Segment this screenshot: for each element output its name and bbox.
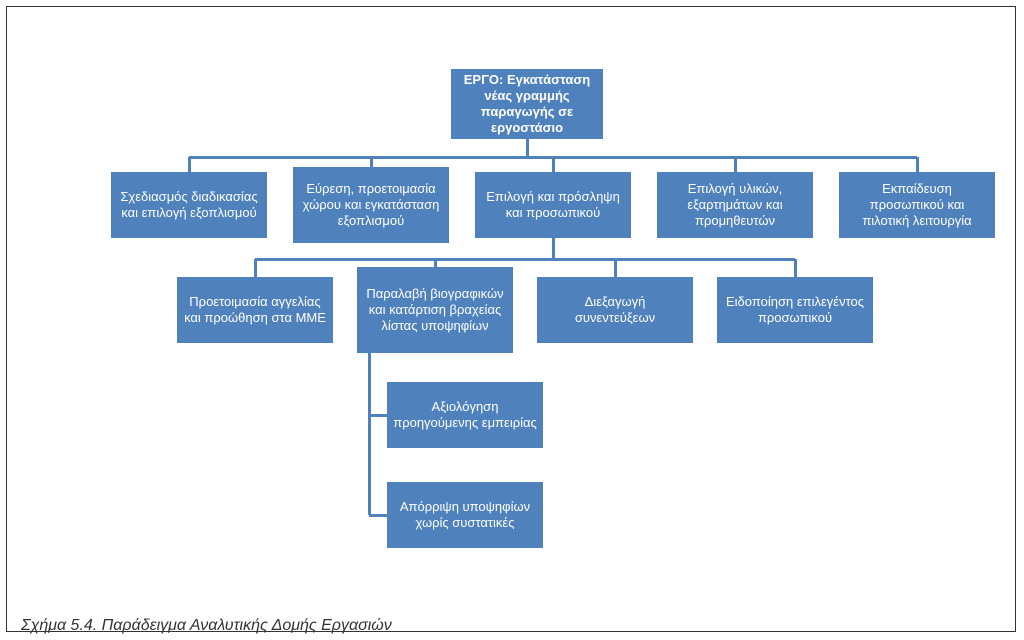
connector-v	[434, 259, 437, 267]
node-l2b: Παραλαβή βιογραφικών και κατάρτιση βραχε…	[357, 267, 513, 353]
connector-h	[369, 414, 387, 417]
connector-v	[254, 259, 257, 277]
connector-h	[369, 514, 387, 517]
connector-v	[188, 157, 191, 172]
connector-v	[916, 157, 919, 172]
node-l2c: Διεξαγωγή συνεντεύξεων	[537, 277, 693, 343]
connector-v	[370, 157, 373, 167]
node-l1b: Εύρεση, προετοιμασία χώρου και εγκατάστα…	[293, 167, 449, 243]
connector-v	[526, 139, 529, 157]
node-l1d: Επιλογή υλικών, εξαρτημάτων και προμηθευ…	[657, 172, 813, 238]
node-l1e: Εκπαίδευση προσωπικού και πιλοτική λειτο…	[839, 172, 995, 238]
connector-h	[255, 258, 795, 261]
node-l1a: Σχεδιασμός διαδικασίας και επιλογή εξοπλ…	[111, 172, 267, 238]
connector-v	[794, 259, 797, 277]
node-l3a: Αξιολόγηση προηγούμενης εμπειρίας	[387, 382, 543, 448]
connector-v	[614, 259, 617, 277]
figure-caption: Σχήμα 5.4. Παράδειγμα Αναλυτικής Δομής Ε…	[21, 617, 392, 635]
node-l1c: Επιλογή και πρόσληψη και προσωπικού	[475, 172, 631, 238]
node-l2d: Ειδοποίηση επιλεγέντος προσωπικού	[717, 277, 873, 343]
node-l2a: Προετοιμασία αγγελίας και προώθηση στα Μ…	[177, 277, 333, 343]
connector-v	[734, 157, 737, 172]
node-l3b: Απόρριψη υποψηφίων χωρίς συστατικές	[387, 482, 543, 548]
connector-v	[552, 157, 555, 172]
node-root: ΕΡΓΟ: Εγκατάσταση νέας γραμμής παραγωγής…	[451, 69, 603, 139]
diagram-frame: ΕΡΓΟ: Εγκατάσταση νέας γραμμής παραγωγής…	[6, 6, 1016, 632]
connector-v	[552, 238, 555, 259]
connector-v	[368, 353, 371, 515]
